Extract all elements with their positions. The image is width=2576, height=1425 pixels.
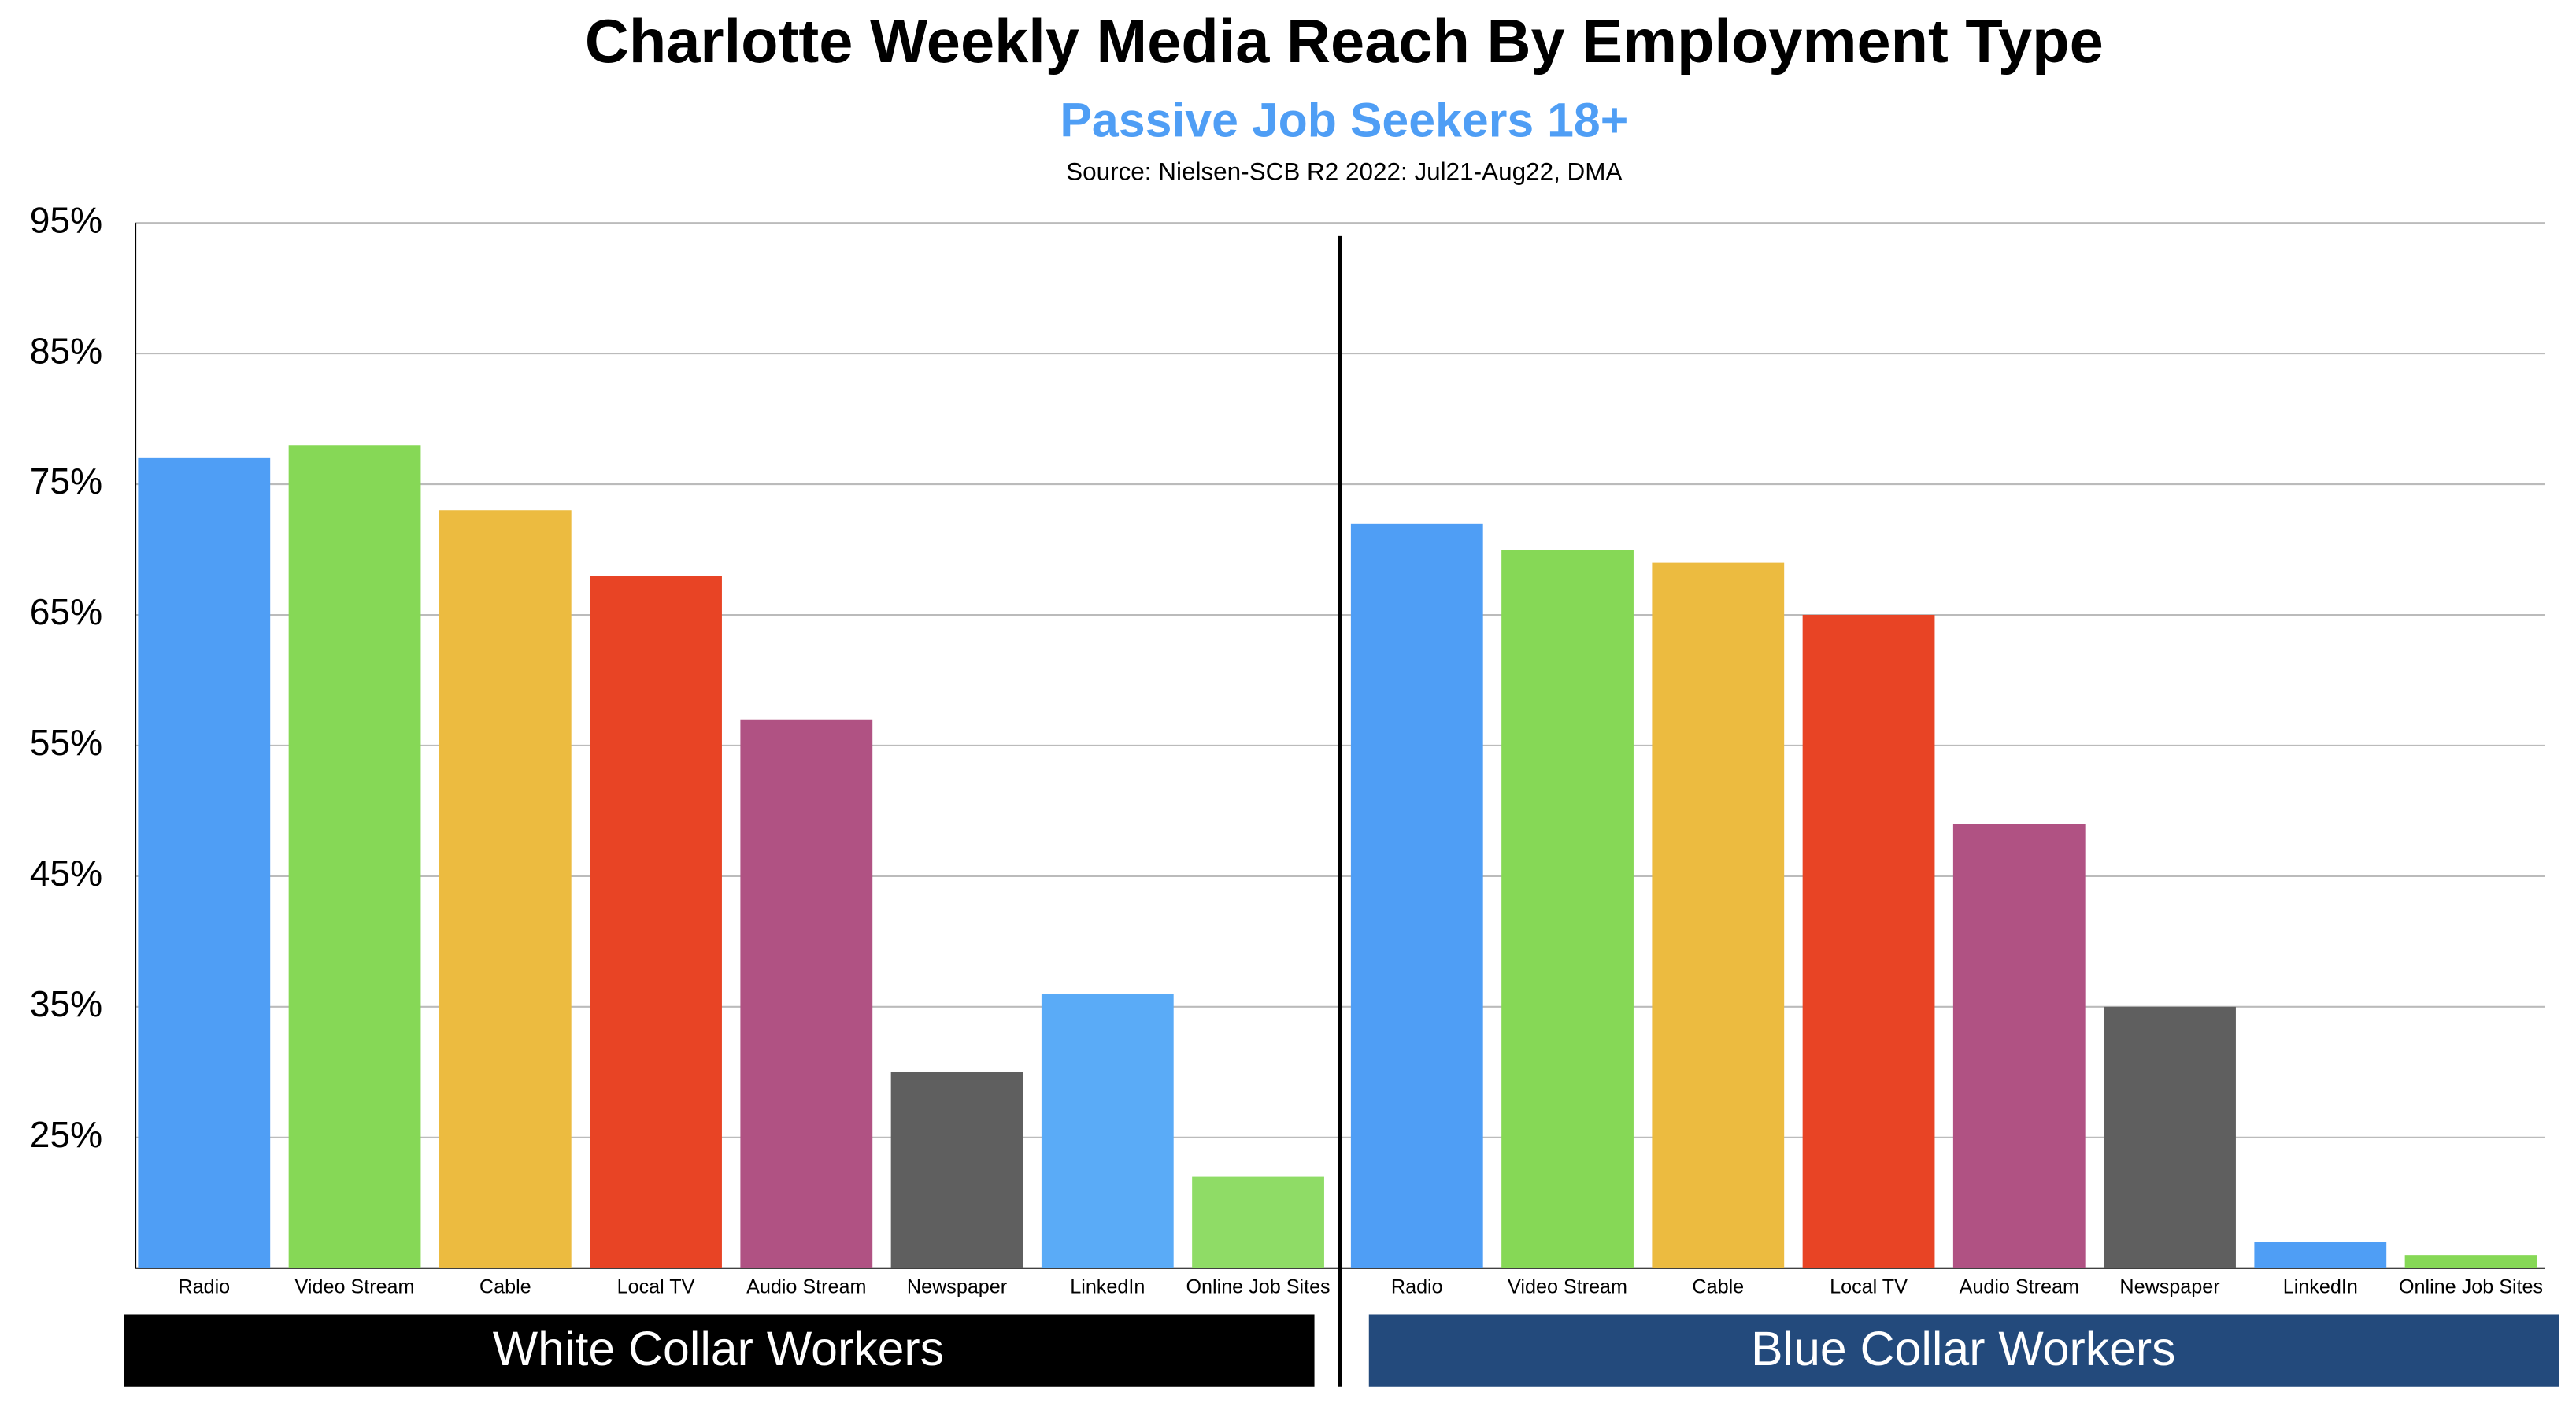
y-tick-label: 35% <box>30 983 102 1024</box>
bar <box>740 719 873 1268</box>
x-tick-label: Audio Stream <box>1960 1276 2079 1298</box>
bar <box>1192 1176 1324 1268</box>
panel-label-box <box>124 1314 1315 1387</box>
bar <box>1041 994 1174 1268</box>
bar <box>2254 1242 2387 1268</box>
bar <box>1350 523 1483 1268</box>
x-tick-label: Video Stream <box>1508 1276 1627 1298</box>
x-tick-label: LinkedIn <box>1070 1276 1145 1298</box>
bar <box>590 576 722 1268</box>
x-tick-label: Video Stream <box>295 1276 415 1298</box>
x-tick-label: Cable <box>479 1276 531 1298</box>
panel-label-box <box>1368 1314 2559 1387</box>
bar <box>1952 824 2086 1268</box>
bar <box>2404 1255 2537 1268</box>
y-tick-label: 45% <box>30 853 102 894</box>
chart-title: Charlotte Weekly Media Reach By Employme… <box>585 8 2104 76</box>
bar <box>138 457 271 1268</box>
x-tick-label: Radio <box>178 1276 230 1298</box>
bar <box>890 1072 1023 1268</box>
y-tick-label: 95% <box>30 199 102 240</box>
x-tick-label: Cable <box>1692 1276 1744 1298</box>
x-tick-label: LinkedIn <box>2283 1276 2358 1298</box>
y-tick-label: 55% <box>30 722 102 763</box>
x-tick-label: Online Job Sites <box>2399 1276 2543 1298</box>
x-tick-label: Online Job Sites <box>1186 1276 1330 1298</box>
x-tick-label: Local TV <box>1830 1276 1908 1298</box>
bar <box>1802 614 1935 1268</box>
x-tick-label: Audio Stream <box>746 1276 866 1298</box>
panel-label: Blue Collar Workers <box>1751 1322 2176 1375</box>
chart-subtitle: Passive Job Seekers 18+ <box>1060 93 1628 146</box>
y-tick-label: 25% <box>30 1114 102 1155</box>
bar <box>288 445 421 1268</box>
x-tick-label: Newspaper <box>907 1276 1007 1298</box>
y-tick-label: 65% <box>30 591 102 632</box>
x-tick-label: Radio <box>1391 1276 1443 1298</box>
y-tick-label: 75% <box>30 461 102 502</box>
x-tick-label: Local TV <box>617 1276 695 1298</box>
x-tick-label: Newspaper <box>2119 1276 2219 1298</box>
chart-source: Source: Nielsen-SCB R2 2022: Jul21-Aug22… <box>1066 158 1622 186</box>
bar <box>1652 562 1785 1268</box>
bar <box>439 510 572 1268</box>
bar <box>2104 1006 2236 1268</box>
bar <box>1501 550 1634 1268</box>
y-tick-label: 85% <box>30 330 102 371</box>
panel-label: White Collar Workers <box>493 1322 944 1375</box>
